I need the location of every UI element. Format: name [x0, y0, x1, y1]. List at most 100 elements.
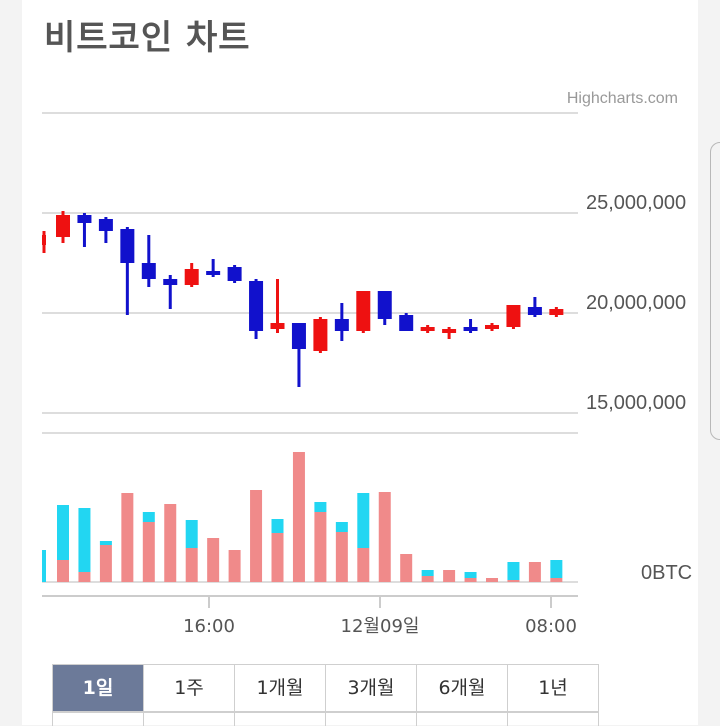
- scroll-handle[interactable]: [710, 142, 720, 440]
- volume-bar: [464, 572, 477, 582]
- candle: [270, 279, 285, 333]
- candle: [463, 319, 478, 333]
- candle: [313, 317, 328, 353]
- tab-1year[interactable]: 1년: [508, 665, 599, 711]
- tab-6months[interactable]: 6개월: [417, 665, 508, 711]
- volume-bar: [443, 570, 456, 582]
- candle: [334, 303, 349, 341]
- tab-3months[interactable]: 3개월: [326, 665, 417, 711]
- volume-buy: [292, 452, 305, 582]
- candle: [120, 227, 135, 315]
- volume-buy: [507, 580, 520, 582]
- volume-bar: [292, 452, 305, 582]
- tab-1day[interactable]: 1일: [53, 665, 144, 711]
- candle-body: [399, 315, 414, 331]
- volume-tick-label: 0BTC: [641, 562, 692, 584]
- volume-buy: [78, 572, 91, 582]
- volume-buy: [121, 493, 134, 582]
- candle-body: [549, 309, 564, 315]
- volume-bar: [335, 522, 348, 582]
- volume-buy: [464, 578, 477, 582]
- volume-bar: [78, 508, 91, 582]
- tab-1month[interactable]: 1개월: [235, 665, 326, 711]
- candle: [549, 307, 564, 317]
- candle: [420, 325, 435, 333]
- volume-bar: [507, 562, 520, 582]
- volume-sell: [57, 505, 69, 560]
- candle-body: [163, 279, 178, 285]
- volume-bar: [421, 570, 434, 582]
- volume-buy: [314, 512, 327, 582]
- volume-buy: [378, 492, 391, 582]
- volume-sell: [78, 508, 91, 572]
- candle-body: [463, 327, 478, 331]
- period-tabs: 1일 1주 1개월 3개월 6개월 1년: [52, 664, 599, 712]
- volume-sell: [99, 541, 112, 545]
- volume-sell: [271, 519, 284, 533]
- candle: [141, 235, 156, 287]
- candle-body: [377, 291, 392, 319]
- candle: [377, 291, 392, 325]
- volume-sell: [142, 512, 155, 522]
- volume-bar: [550, 560, 563, 582]
- candle: [163, 275, 178, 309]
- volume-buy: [207, 538, 220, 582]
- candle: [399, 313, 414, 331]
- candle-body: [356, 291, 371, 331]
- candle-body: [527, 307, 542, 315]
- highcharts-credit-link[interactable]: Highcharts.com: [566, 90, 678, 107]
- candle: [206, 259, 221, 277]
- candle-body: [56, 215, 70, 237]
- volume-buy: [528, 562, 541, 582]
- volume-sell: [42, 550, 46, 582]
- axis-labels: 15,000,000 20,000,000 25,000,000 0BTC 16:00 1…: [183, 192, 692, 637]
- volume-buy: [185, 548, 198, 582]
- candle: [506, 305, 521, 329]
- volume-sell: [464, 572, 477, 578]
- candle-body: [141, 263, 156, 279]
- volume-bar: [164, 504, 177, 582]
- tab-1week[interactable]: 1주: [144, 665, 235, 711]
- candle-body: [313, 319, 328, 351]
- candle-body: [270, 323, 285, 329]
- candle-body: [42, 235, 46, 245]
- volume-buy: [271, 533, 284, 582]
- volume-sell: [550, 560, 563, 578]
- volume-bar: [357, 493, 370, 582]
- candle-body: [98, 219, 113, 231]
- candle-body: [227, 267, 242, 281]
- candle: [42, 231, 46, 253]
- volume-sell: [357, 493, 370, 548]
- chart-card: [22, 0, 698, 725]
- bitcoin-candlestick-chart: 15,000,000 20,000,000 25,000,000 0BTC 16:00 1…: [42, 112, 692, 637]
- candle-body: [506, 305, 521, 327]
- volume-buy: [335, 532, 348, 582]
- volume-buy: [164, 504, 177, 582]
- volume-bar: [207, 538, 220, 582]
- volume-bar: [486, 578, 498, 582]
- volume-bar: [185, 520, 198, 582]
- volume-buy: [486, 578, 498, 582]
- volume-buy: [550, 578, 563, 582]
- price-tick-label: 25,000,000: [586, 192, 686, 214]
- candle: [485, 323, 499, 331]
- volume-sell: [185, 520, 198, 548]
- candle: [527, 297, 542, 317]
- volume-bar: [528, 562, 541, 582]
- candle-body: [420, 327, 435, 331]
- volume-bar: [378, 492, 391, 582]
- volume-bar: [228, 550, 241, 582]
- volume-bar: [250, 490, 263, 582]
- volume-sell: [314, 502, 327, 512]
- volume-sell: [507, 562, 520, 580]
- price-tick-label: 20,000,000: [586, 292, 686, 314]
- volume-buy: [99, 545, 112, 582]
- volume-bar: [271, 519, 284, 582]
- period-tabs-second-row: [52, 712, 599, 726]
- volume-bar: [142, 512, 155, 582]
- candle-body: [442, 329, 457, 333]
- candle: [356, 291, 371, 333]
- candle-body: [206, 271, 221, 275]
- volume-buy: [443, 570, 456, 582]
- volume-buy: [400, 554, 413, 582]
